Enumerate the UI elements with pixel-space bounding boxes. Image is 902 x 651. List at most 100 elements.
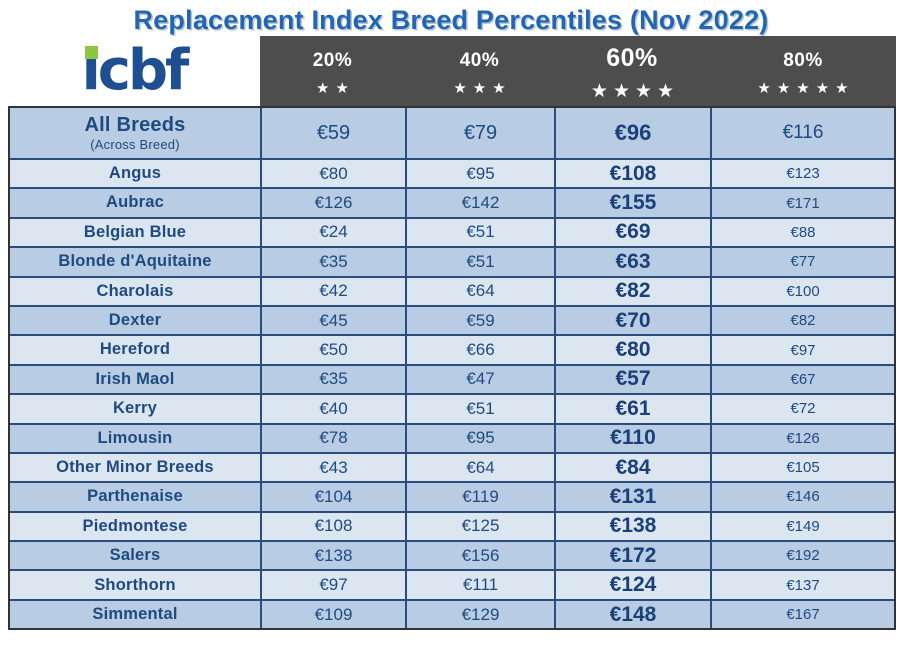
table-row: Simmental €109 €129 €148 €167: [10, 598, 894, 629]
breed-name: Limousin: [97, 428, 173, 447]
value-cell-40pct: €95: [405, 160, 554, 188]
table-row: Kerry €40 €51 €61 €72: [10, 393, 894, 423]
value-cell-20pct: €108: [260, 512, 405, 541]
value-cell-20pct: €24: [260, 218, 405, 247]
value-cell-40pct: €59: [405, 306, 554, 335]
value-cell-60pct: €172: [554, 542, 710, 570]
breed-cell: All Breeds (Across Breed): [10, 108, 260, 158]
breed-cell: Aubrac: [10, 189, 260, 216]
value-cell-80pct: €116: [710, 108, 894, 158]
breed-name: Simmental: [92, 604, 178, 623]
table-row: Salers €138 €156 €172 €192: [10, 540, 894, 570]
value-cell-60pct: €70: [554, 306, 710, 335]
value-cell-60pct: €148: [554, 600, 710, 629]
table-row: Irish Maol €35 €47 €57 €67: [10, 363, 894, 394]
value-cell-80pct: €137: [710, 571, 894, 599]
value-cell-20pct: €97: [260, 571, 405, 599]
table-header: icbf 20% ★★ 40% ★★★ 60% ★★★★ 80%: [8, 36, 896, 106]
breed-name: Blonde d'Aquitaine: [58, 252, 212, 271]
value-cell-20pct: €35: [260, 248, 405, 276]
value-cell-40pct: €51: [405, 248, 554, 276]
value-cell-20pct: €126: [260, 189, 405, 217]
value-cell-60pct: €110: [554, 424, 710, 452]
value-cell-80pct: €126: [710, 424, 894, 452]
breed-cell: Angus: [10, 160, 260, 187]
breed-name: Shorthorn: [94, 575, 176, 594]
value-cell-20pct: €59: [260, 108, 405, 158]
value-cell-80pct: €149: [710, 512, 894, 541]
table-row: Shorthorn €97 €111 €124 €137: [10, 569, 894, 599]
value-cell-80pct: €72: [710, 395, 894, 423]
value-cell-60pct: €138: [554, 512, 710, 541]
value-cell-20pct: €138: [260, 542, 405, 570]
value-cell-40pct: €51: [405, 218, 554, 247]
value-cell-40pct: €119: [405, 483, 554, 511]
breed-name: All Breeds: [84, 113, 186, 136]
header-column-40pct: 40% ★★★: [405, 46, 554, 97]
percentile-header-band: 20% ★★ 40% ★★★ 60% ★★★★ 80% ★★★★★: [260, 36, 896, 106]
table-row: Aubrac €126 €142 €155 €171: [10, 187, 894, 217]
value-cell-20pct: €40: [260, 395, 405, 423]
header-column-20pct: 20% ★★: [260, 46, 405, 97]
star-rating-icon: ★★★: [453, 79, 512, 97]
star-rating-icon: ★★★★: [590, 80, 680, 102]
value-cell-40pct: €95: [405, 424, 554, 452]
breed-name: Kerry: [112, 399, 158, 418]
value-cell-60pct: €131: [554, 483, 710, 511]
table-row: Other Minor Breeds €43 €64 €84 €105: [10, 451, 894, 482]
value-cell-40pct: €142: [405, 189, 554, 217]
value-cell-60pct: €124: [554, 571, 710, 599]
breed-subtitle: (Across Breed): [90, 136, 180, 152]
breed-table: All Breeds (Across Breed) €59 €79 €96 €1…: [8, 106, 896, 631]
breed-cell: Hereford: [10, 336, 260, 363]
value-cell-20pct: €45: [260, 306, 405, 335]
breed-cell: Limousin: [10, 425, 260, 452]
icbf-logo-text: icbf: [81, 38, 190, 103]
breed-cell: Piedmontese: [10, 513, 260, 540]
table-row: Piedmontese €108 €125 €138 €149: [10, 510, 894, 541]
breed-cell: Shorthorn: [10, 571, 260, 598]
table-row: Belgian Blue €24 €51 €69 €88: [10, 216, 894, 247]
value-cell-40pct: €47: [405, 365, 554, 394]
breed-name: Charolais: [96, 281, 174, 300]
value-cell-20pct: €50: [260, 336, 405, 364]
value-cell-40pct: €64: [405, 277, 554, 305]
breed-name: Hereford: [99, 340, 171, 359]
value-cell-80pct: €82: [710, 306, 894, 335]
breed-name: Belgian Blue: [83, 222, 187, 241]
table-row: Parthenaise €104 €119 €131 €146: [10, 481, 894, 511]
value-cell-60pct: €61: [554, 395, 710, 423]
star-rating-icon: ★★: [316, 79, 355, 97]
breed-cell: Simmental: [10, 601, 260, 628]
value-cell-80pct: €171: [710, 189, 894, 217]
table-row: Blonde d'Aquitaine €35 €51 €63 €77: [10, 246, 894, 276]
value-cell-20pct: €42: [260, 277, 405, 305]
breed-cell: Parthenaise: [10, 483, 260, 510]
table-row: Angus €80 €95 €108 €123: [10, 158, 894, 188]
icbf-logo: icbf: [8, 36, 260, 106]
breed-name: Other Minor Breeds: [56, 457, 214, 476]
value-cell-80pct: €77: [710, 248, 894, 276]
breed-name: Salers: [109, 546, 161, 565]
value-cell-80pct: €123: [710, 160, 894, 188]
breed-cell: Salers: [10, 542, 260, 569]
value-cell-40pct: €129: [405, 600, 554, 629]
value-cell-60pct: €96: [554, 108, 710, 158]
value-cell-60pct: €80: [554, 336, 710, 364]
breed-name: Irish Maol: [95, 369, 175, 388]
breed-cell: Kerry: [10, 395, 260, 422]
value-cell-20pct: €78: [260, 424, 405, 452]
table-row: Charolais €42 €64 €82 €100: [10, 275, 894, 305]
logo-green-dot-icon: [84, 46, 98, 59]
value-cell-80pct: €67: [710, 365, 894, 394]
percentile-sheet: icbf 20% ★★ 40% ★★★ 60% ★★★★ 80%: [8, 36, 896, 631]
value-cell-20pct: €109: [260, 600, 405, 629]
percentile-label: 40%: [459, 49, 500, 71]
value-cell-40pct: €66: [405, 336, 554, 364]
star-rating-icon: ★★★★★: [757, 79, 855, 97]
breed-cell: Dexter: [10, 307, 260, 334]
header-column-80pct: 80% ★★★★★: [710, 46, 896, 97]
value-cell-20pct: €104: [260, 483, 405, 511]
value-cell-40pct: €64: [405, 453, 554, 482]
breed-name: Dexter: [108, 310, 162, 329]
